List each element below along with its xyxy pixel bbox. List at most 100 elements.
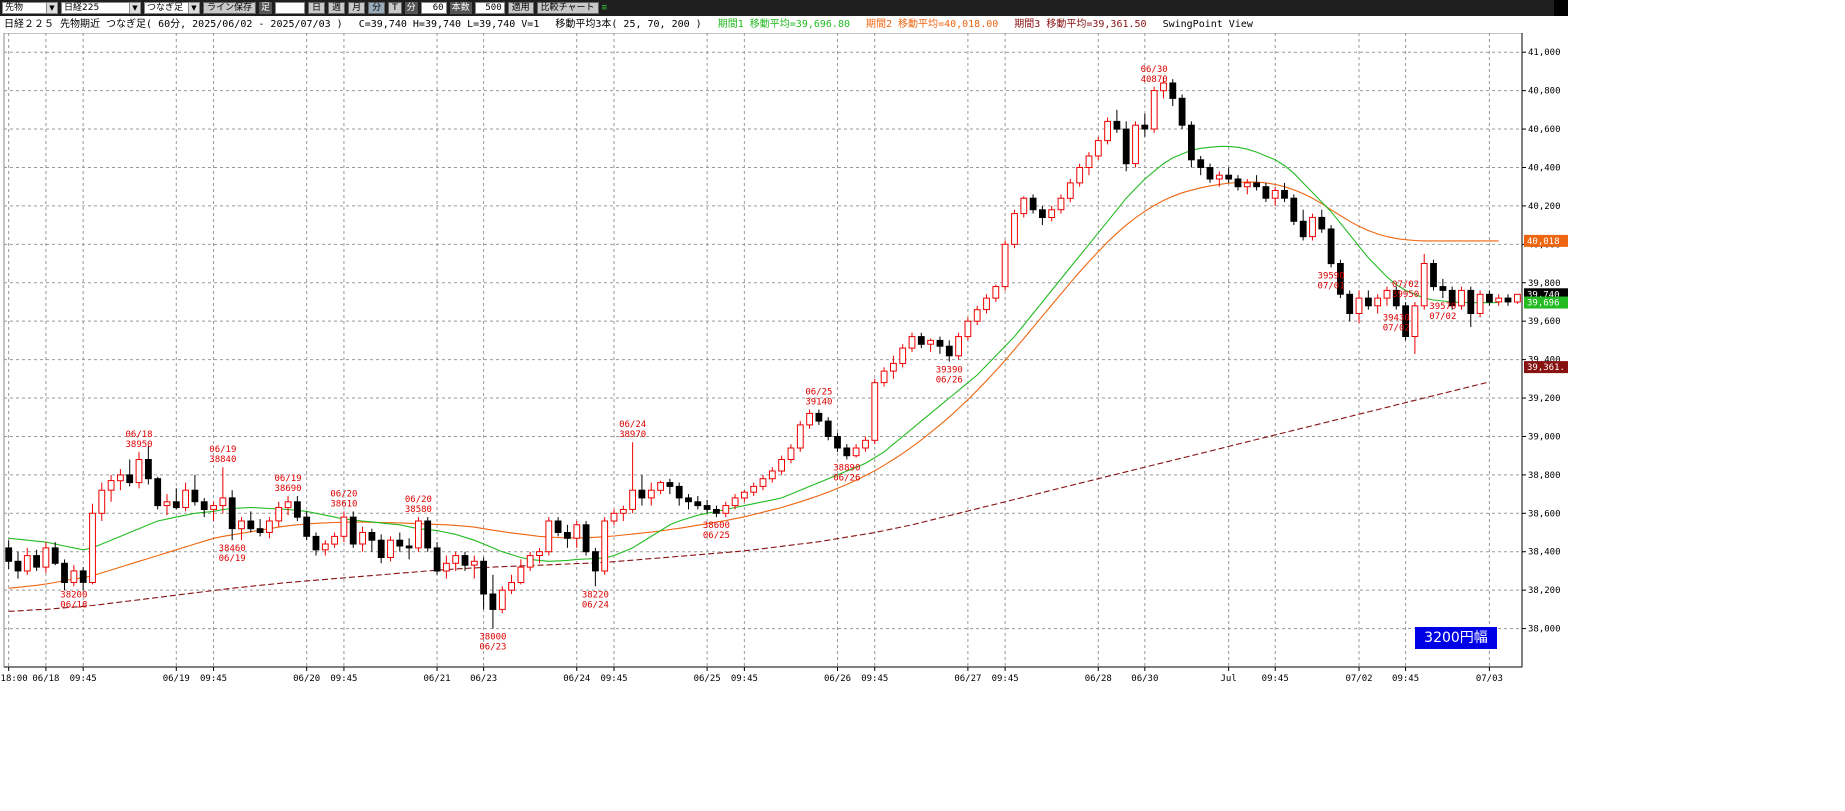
y-tick-label: 39,000 [1528, 432, 1561, 442]
candle-body [14, 560, 22, 572]
candle-body [806, 412, 814, 426]
candle-body [461, 555, 469, 566]
candle-body [210, 505, 217, 510]
price-tag-text: 40,018 [1527, 237, 1560, 247]
index-select[interactable]: 日経225 ▼ [61, 2, 141, 14]
chevron-down-icon: ▼ [188, 3, 199, 13]
candle-body [1104, 120, 1111, 142]
candle-body [172, 501, 180, 509]
x-tick-label: 09:45 [330, 674, 357, 684]
market-select[interactable]: 先物 ▼ [2, 2, 58, 14]
swing-high-date: 06/19 [274, 474, 301, 484]
y-tick-label: 40,600 [1528, 125, 1561, 135]
y-tick-label: 38,400 [1528, 548, 1561, 558]
candle-body [508, 582, 516, 591]
candle-body [536, 551, 543, 557]
window-corner [1554, 0, 1568, 16]
candle-body [526, 555, 534, 568]
candlestick-chart[interactable]: 41,00040,80040,60040,40040,20040,00039,8… [0, 33, 1568, 689]
swing-low-date: 06/26 [936, 376, 963, 386]
candle-body [5, 547, 13, 562]
candle-body [238, 520, 245, 530]
candle-body [247, 520, 255, 530]
chart-type-select[interactable]: つなぎ足 ▼ [144, 2, 200, 14]
candle-body [1504, 297, 1512, 303]
candle-body [1299, 220, 1307, 238]
candle-body [582, 524, 590, 553]
swing-low-price: 38200 [60, 590, 87, 600]
candle-body [1514, 293, 1521, 303]
y-tick-label: 39,800 [1528, 279, 1561, 289]
candle-body [666, 482, 674, 487]
x-tick-label: 06/26 [824, 674, 851, 684]
candle-body [1188, 124, 1195, 161]
candle-body [275, 507, 283, 522]
x-tick-label: 09:45 [70, 674, 97, 684]
candle-body [135, 459, 143, 484]
candle-body [1122, 128, 1130, 165]
candle-body [1076, 167, 1084, 184]
period-week-button[interactable]: 週 [328, 2, 346, 14]
ma-header: 移動平均3本( 25, 70, 200 ) [555, 19, 702, 30]
swing-high-date: 06/30 [1141, 65, 1168, 75]
candle-body [256, 528, 264, 534]
candle-body [1029, 197, 1037, 211]
swing-high-date: 06/24 [619, 420, 646, 430]
candle-body [1057, 197, 1065, 211]
period-tick-button[interactable]: T [388, 2, 402, 14]
swing-low-date: 07/01 [1318, 281, 1345, 291]
candle-body [992, 286, 1000, 299]
apply-button[interactable]: 適用 [507, 2, 534, 14]
candle-body [917, 336, 925, 345]
period-day-button[interactable]: 日 [308, 2, 326, 14]
candle-body [368, 532, 376, 541]
candle-body [862, 439, 869, 449]
candle-body [1206, 167, 1214, 180]
candle-body [1392, 289, 1400, 307]
candle-body [722, 505, 730, 514]
candle-body [1346, 293, 1354, 314]
bar-field[interactable] [275, 2, 306, 14]
x-tick-label: 06/25 [694, 674, 721, 684]
candle-body [1355, 297, 1363, 315]
price-tag-text: 39,740 [1527, 290, 1560, 300]
candle-body [1178, 97, 1186, 126]
candle-body [1132, 124, 1139, 165]
candle-body [815, 412, 823, 422]
minute-label: 分 [404, 2, 418, 14]
candle-body [1337, 263, 1344, 295]
count-input[interactable]: 500 [474, 2, 505, 14]
chart-lines-icon[interactable]: ≡ [601, 3, 607, 13]
candle-body [294, 501, 301, 518]
candle-body [387, 539, 394, 559]
y-tick-label: 41,000 [1528, 48, 1561, 58]
minute-input[interactable]: 60 [420, 2, 447, 14]
candle-body [405, 545, 413, 549]
x-tick-label: 06/18 [32, 674, 59, 684]
compare-chart-button[interactable]: 比較チャート [536, 2, 599, 14]
swing-low-date: 06/26 [833, 474, 860, 484]
candle-body [592, 551, 599, 572]
period-month-button[interactable]: 月 [348, 2, 366, 14]
candle-body [1420, 263, 1428, 307]
candle-body [834, 436, 841, 449]
line-save-button[interactable]: ライン保存 [203, 2, 257, 14]
candle-body [163, 501, 171, 507]
swing-low-date: 06/19 [219, 554, 246, 564]
candle-body [1495, 297, 1503, 303]
x-tick-label: 06/24 [563, 674, 590, 684]
candle-body [228, 497, 236, 530]
candle-body [489, 593, 497, 610]
candle-body [33, 555, 41, 568]
period-minute-button[interactable]: 分 [368, 2, 386, 14]
candle-body [741, 491, 748, 499]
swing-low-price: 38000 [479, 633, 506, 643]
candle-body [936, 339, 944, 347]
y-tick-label: 39,600 [1528, 317, 1561, 327]
candle-body [1309, 216, 1316, 238]
swing-low-price: 38890 [833, 464, 860, 474]
candle-body [219, 497, 227, 507]
candle-body [23, 555, 31, 572]
candle-body [1020, 197, 1028, 215]
candle-body [1113, 120, 1121, 130]
